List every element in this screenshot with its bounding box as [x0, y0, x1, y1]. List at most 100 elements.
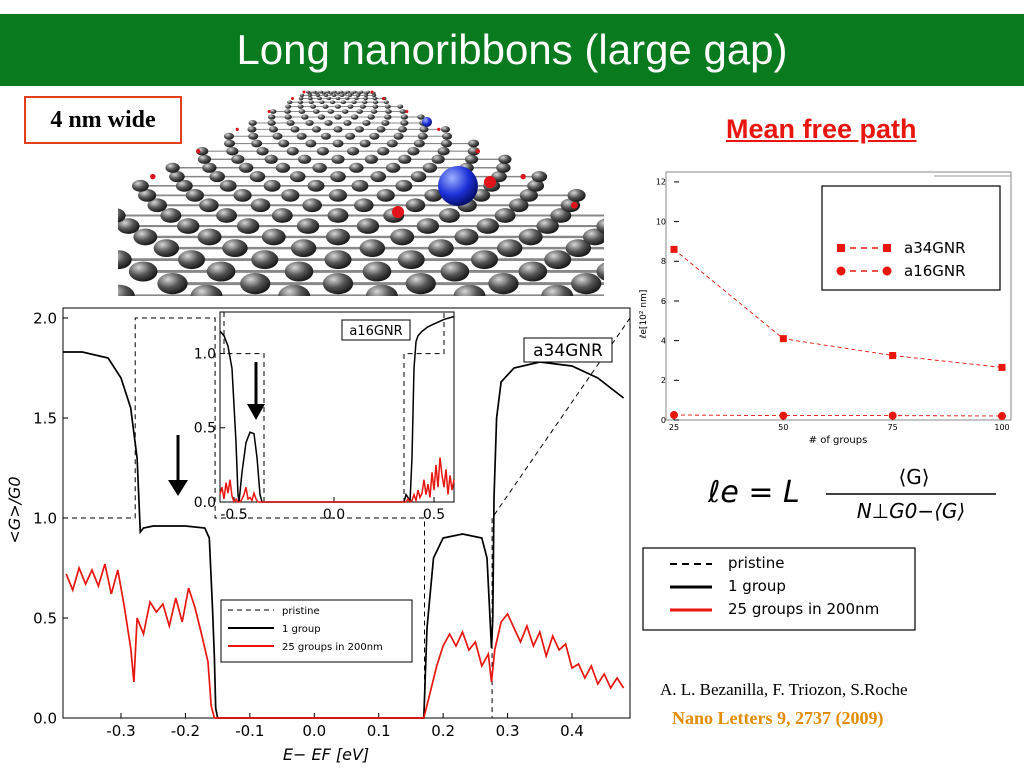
carbon-atom [366, 90, 370, 94]
carbon-atom [422, 162, 438, 173]
x-tick-label: 0.3 [496, 722, 520, 740]
carbon-atom [377, 146, 390, 156]
carbon-atom [400, 114, 409, 120]
carbon-atom [330, 171, 346, 183]
carbon-atom [326, 90, 330, 94]
carbon-atom [316, 146, 329, 156]
x-tick-label: 75 [888, 423, 898, 432]
carbon-atom [397, 126, 408, 133]
carbon-atom [222, 239, 248, 258]
carbon-atom [596, 218, 604, 234]
main-panel-label: a34GNR [533, 341, 603, 361]
carbon-atom [317, 114, 326, 120]
carbon-atom [223, 139, 236, 148]
x-tick-label: 0.4 [560, 722, 584, 740]
carbon-atom [417, 114, 425, 120]
carbon-atom [351, 179, 369, 192]
edge-hydrogen [520, 173, 526, 180]
carbon-atom [286, 146, 299, 156]
carbon-atom [345, 132, 356, 140]
carbon-atom [310, 104, 317, 109]
carbon-atom [329, 100, 336, 105]
carbon-atom [290, 239, 317, 258]
carbon-atom [347, 104, 354, 109]
carbon-atom [346, 90, 350, 94]
carbon-atom [390, 228, 415, 246]
carbon-atom [272, 132, 283, 140]
inset-panel-label: a16GNR [349, 324, 402, 339]
carbon-atom [297, 104, 304, 109]
carbon-atom [354, 96, 359, 101]
carbon-atom [341, 109, 349, 114]
carbon-atom [138, 189, 157, 202]
carbon-atom [496, 162, 511, 173]
carbon-atom [488, 272, 519, 295]
carbon-atom [261, 228, 286, 246]
carbon-atom [233, 189, 252, 202]
adsorbate-red-atom [392, 206, 404, 218]
citation-authors: A. L. Bezanilla, F. Triozon, S.Roche [660, 680, 908, 699]
carbon-atom [385, 162, 401, 173]
y-tick-label: 10 [656, 217, 666, 226]
carbon-atom [437, 146, 450, 156]
carbon-atom [307, 93, 313, 97]
carbon-atom [240, 272, 271, 295]
mfp-legend-a34-marker-2 [883, 244, 891, 252]
carbon-atom [339, 93, 345, 97]
y-tick-label: 0.0 [33, 709, 57, 727]
carbon-atom [398, 154, 412, 164]
carbon-atom [320, 132, 331, 140]
carbon-atom [367, 114, 375, 120]
series-line-a16GNR [673, 414, 1003, 417]
carbon-atom [550, 208, 572, 223]
mfp-legend-a16-marker-2 [882, 266, 892, 276]
carbon-atom [322, 104, 329, 109]
y-tick-label: 1.5 [33, 409, 57, 427]
carbon-atom [219, 179, 237, 192]
inset-panel-label-box [341, 319, 411, 341]
carbon-atom [440, 261, 470, 282]
carbon-atom [527, 179, 545, 192]
carbon-atom [216, 208, 238, 223]
carbon-atom [413, 139, 425, 148]
carbon-atom [536, 218, 559, 234]
legend-panel-frame [642, 547, 916, 631]
carbon-atom [199, 198, 219, 213]
carbon-atom [376, 126, 386, 133]
carbon-atom [363, 93, 369, 97]
series-line-a34GNR [673, 249, 1003, 368]
x-tick-label: 0.5 [423, 507, 445, 523]
carbon-atom [327, 208, 349, 223]
carbon-atom [416, 218, 440, 234]
carbon-atom [384, 114, 392, 120]
carbon-atom [359, 139, 371, 148]
carbon-atom [333, 126, 343, 133]
carbon-atom [302, 198, 322, 213]
carbon-atom [518, 228, 543, 246]
legend-1group: 1 group [728, 577, 786, 595]
point-marker [779, 411, 788, 420]
edge-hydrogen [302, 90, 306, 94]
main-ylabel: <G>/G0 [5, 476, 24, 543]
carbon-atom [468, 139, 480, 148]
edge-hydrogen [150, 173, 156, 180]
carbon-atom [419, 126, 429, 133]
x-tick-label: -0.1 [235, 722, 264, 740]
carbon-atom [190, 284, 223, 296]
carbon-atom [567, 189, 586, 202]
carbon-atom [133, 228, 158, 246]
x-tick-label: 0.1 [367, 722, 391, 740]
carbon-atom [251, 250, 279, 270]
carbon-atom [381, 120, 390, 126]
carbon-atom [308, 100, 314, 105]
carbon-atom [410, 171, 427, 183]
carbon-atom [518, 261, 548, 282]
carbon-atom [269, 109, 277, 114]
carbon-atom [365, 284, 398, 296]
carbon-atom [297, 154, 312, 164]
legend-pristine: pristine [728, 554, 784, 572]
carbon-atom [364, 154, 379, 164]
carbon-atom [354, 126, 365, 133]
carbon-atom [319, 100, 325, 105]
y-tick-label: 6 [661, 297, 666, 306]
